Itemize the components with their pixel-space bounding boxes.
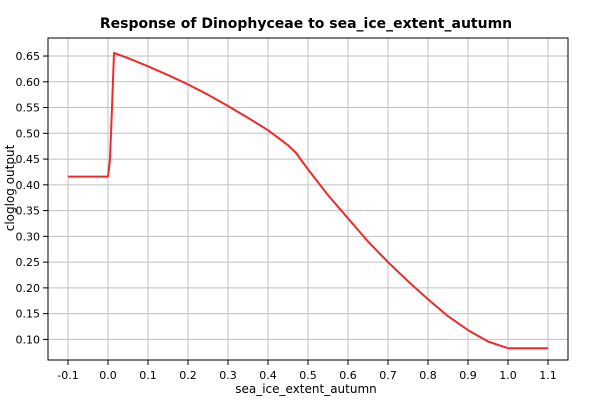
y-tick-label: 0.30 [16,230,41,243]
y-tick-label: 0.45 [16,153,41,166]
y-tick-label: 0.65 [16,50,41,63]
y-tick-label: 0.50 [16,127,41,140]
x-tick-label: 0.9 [459,369,477,382]
x-tick-label: 0.3 [219,369,237,382]
y-tick-label: 0.15 [16,308,41,321]
axis-ticks: -0.1 0.0 0.1 0.2 0.3 0.4 0.5 0.6 0.7 0.8 0.9 1.0 1.1… [16,50,557,382]
y-tick-label: 0.55 [16,102,41,115]
x-tick-label: 0.2 [179,369,197,382]
y-tick-label: 0.25 [16,256,41,269]
x-axis-label: sea_ice_extent_autumn [235,382,377,396]
x-tick-label: 0.1 [139,369,157,382]
grid-lines [48,38,568,360]
y-tick-label: 0.10 [16,333,41,346]
y-tick-label: 0.60 [16,76,41,89]
x-tick-label: -0.1 [57,369,78,382]
y-tick-label: 0.20 [16,282,41,295]
x-tick-label: 0.8 [419,369,437,382]
series-layer [68,51,548,350]
x-tick-label: 0.0 [99,369,117,382]
x-tick-label: 0.7 [379,369,397,382]
x-tick-label: 1.0 [499,369,517,382]
x-tick-label: 0.6 [339,369,357,382]
y-axis-label: cloglog output [3,144,17,231]
x-tick-label: 0.5 [299,369,317,382]
y-tick-label: 0.40 [16,179,41,192]
response-curve [68,51,548,350]
x-tick-label: 1.1 [539,369,557,382]
chart-title: Response of Dinophyceae to sea_ice_exten… [100,16,512,32]
y-tick-label: 0.35 [16,205,41,218]
x-tick-label: 0.4 [259,369,277,382]
